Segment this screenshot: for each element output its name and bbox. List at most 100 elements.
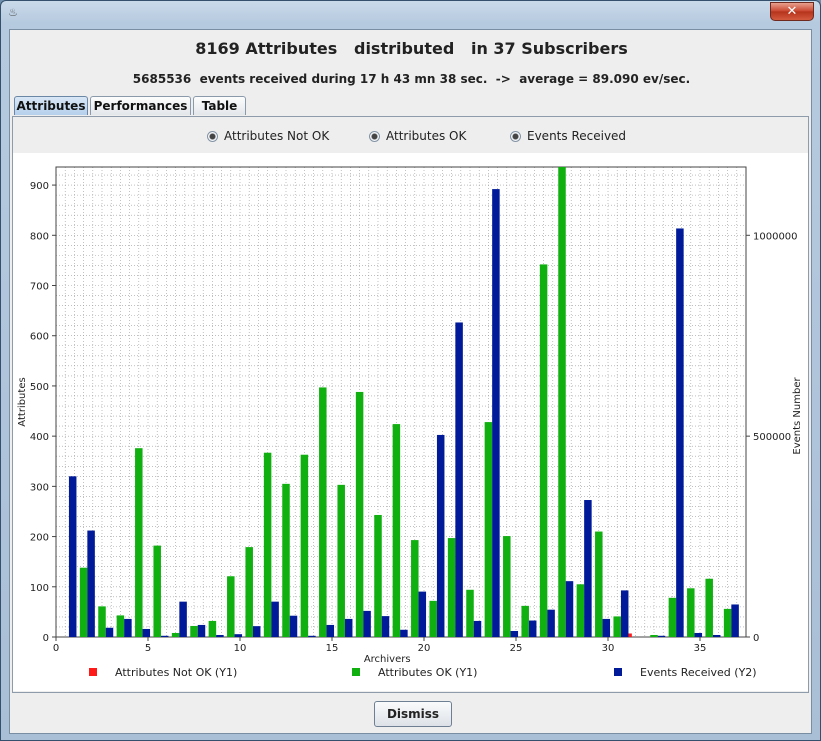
bar-ok xyxy=(687,588,695,637)
bar-ok xyxy=(466,589,474,637)
radio-attributes-not-ok[interactable]: Attributes Not OK xyxy=(207,127,329,145)
bar-events xyxy=(289,615,298,637)
radio-button-icon[interactable] xyxy=(369,130,380,142)
bar-events xyxy=(308,635,316,637)
bar-events xyxy=(712,634,721,637)
y-tick-label: 400 xyxy=(30,432,49,443)
x-tick-label: 35 xyxy=(694,643,707,654)
bar-events xyxy=(455,322,463,637)
bar-events xyxy=(142,628,151,637)
bar-events xyxy=(602,618,611,637)
bar-events xyxy=(657,635,666,637)
bar-events xyxy=(584,500,592,637)
bar-ok xyxy=(282,483,290,637)
x-tick-label: 5 xyxy=(145,643,151,654)
bar-events xyxy=(179,601,187,637)
page-title: 8169 Attributes distributed in 37 Subscr… xyxy=(195,39,628,58)
attributes-panel: Attributes Not OK Attributes OK Events R… xyxy=(12,116,809,693)
y2-tick-label: 1000000 xyxy=(753,231,798,242)
x-tick-label: 30 xyxy=(602,643,615,654)
radio-label: Attributes Not OK xyxy=(224,129,330,143)
bar-ok xyxy=(576,584,585,637)
bar-ok xyxy=(300,454,309,637)
bar-ok xyxy=(447,538,456,637)
bar-events xyxy=(473,620,482,637)
legend-swatch xyxy=(89,668,97,676)
bar-chart: 0 5 10 15 20 25 30 35 0 100 200 300 400 500 600 700 800 9… xyxy=(17,166,803,679)
legend-label: Attributes OK (Y1) xyxy=(378,666,477,679)
bar-events xyxy=(68,476,77,637)
bar-events xyxy=(271,601,279,637)
dialog-content: 8169 Attributes distributed in 37 Subscr… xyxy=(9,29,812,734)
bar-events xyxy=(252,626,261,637)
bar-events xyxy=(326,624,335,637)
tab-attributes[interactable]: Attributes xyxy=(14,96,88,115)
radio-attributes-ok[interactable]: Attributes OK xyxy=(369,127,466,145)
bar-events xyxy=(620,590,629,637)
bar-events xyxy=(197,624,206,637)
legend-swatch xyxy=(614,668,622,676)
legend-label: Events Received (Y2) xyxy=(640,666,757,679)
bar-ok xyxy=(558,167,566,637)
x-axis-label: Archivers xyxy=(364,654,411,665)
bar-ok xyxy=(484,422,493,637)
bar-ok xyxy=(595,531,603,637)
bar-ok xyxy=(613,616,621,637)
bar-ok xyxy=(539,264,548,637)
radio-events-received[interactable]: Events Received xyxy=(510,127,626,145)
y-tick-label: 700 xyxy=(30,282,49,293)
series-selector: Attributes Not OK Attributes OK Events R… xyxy=(13,127,808,147)
radio-button-icon[interactable] xyxy=(207,130,218,142)
chart-area: 0 5 10 15 20 25 30 35 0 100 200 300 400 500 600 700 800 9… xyxy=(13,153,808,691)
radio-button-icon[interactable] xyxy=(510,130,521,142)
bar-events xyxy=(510,630,519,637)
y-tick-label: 600 xyxy=(30,332,49,343)
bar-ok xyxy=(355,391,364,637)
radio-label: Events Received xyxy=(527,129,627,143)
y-tick-label: 100 xyxy=(30,583,49,594)
y2-axis-label: Events Number xyxy=(792,377,803,455)
bar-events xyxy=(676,228,684,637)
bar-ok xyxy=(227,576,235,637)
bar-ok xyxy=(153,545,161,637)
x-tick-label: 20 xyxy=(418,643,431,654)
tab-table[interactable]: Table xyxy=(193,96,246,115)
close-button[interactable]: ✕ xyxy=(770,2,814,21)
bar-ok xyxy=(208,620,217,637)
bar-ok xyxy=(116,615,125,637)
y-tick-label: 200 xyxy=(30,533,49,544)
title-bar[interactable]: ♨ ✕ xyxy=(1,1,820,28)
dismiss-button[interactable]: Dismiss xyxy=(374,701,452,727)
y-tick-label: 800 xyxy=(30,231,49,242)
bar-ok xyxy=(521,605,529,637)
bar-ok xyxy=(337,484,345,637)
y-axis-label: Attributes xyxy=(17,377,28,426)
bar-ok xyxy=(245,547,253,637)
x-tick-label: 25 xyxy=(510,643,523,654)
x-tick-label: 10 xyxy=(234,643,247,654)
y2-tick-label: 500000 xyxy=(753,432,791,443)
y-tick-label: 300 xyxy=(30,482,49,493)
bar-events xyxy=(160,635,169,637)
legend-label: Attributes Not OK (Y1) xyxy=(115,666,237,679)
bar-events xyxy=(731,604,739,637)
bar-ok xyxy=(190,625,198,637)
legend-swatch xyxy=(352,668,360,676)
bar-events xyxy=(216,634,224,637)
y-tick-label: 500 xyxy=(30,382,49,393)
x-tick-label: 0 xyxy=(53,643,59,654)
bar-events xyxy=(400,629,408,637)
bar-events xyxy=(381,616,390,637)
bar-ok xyxy=(171,632,180,637)
bar-ok xyxy=(392,424,401,637)
bar-ok xyxy=(503,536,511,637)
bar-events xyxy=(492,189,500,637)
bar-ok xyxy=(263,452,272,637)
bar-ok xyxy=(411,540,419,637)
bar-events xyxy=(87,530,95,637)
bar-events xyxy=(528,620,537,637)
java-app-icon: ♨ xyxy=(8,6,18,19)
tab-performances[interactable]: Performances xyxy=(90,96,191,115)
bar-events xyxy=(547,609,555,637)
